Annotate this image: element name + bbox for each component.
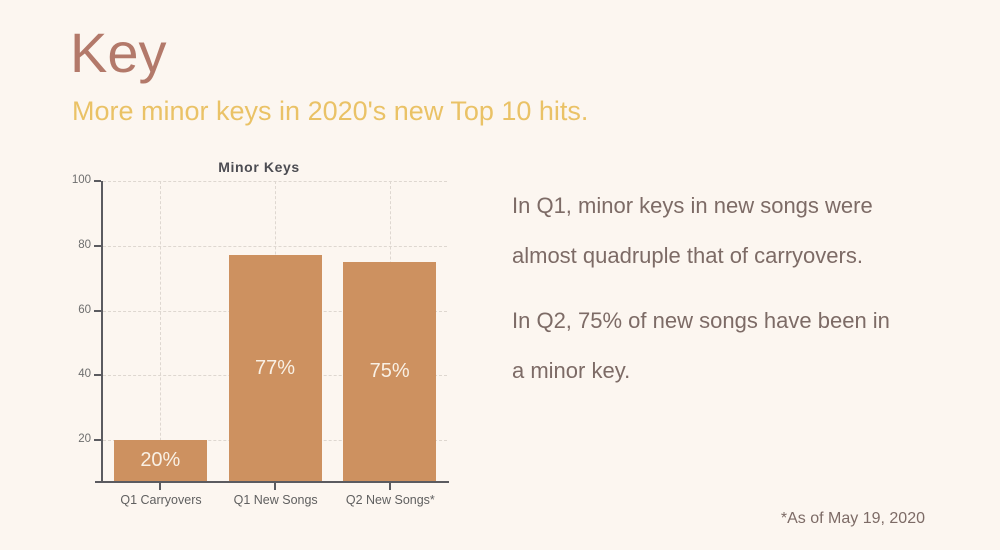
y-axis-line <box>101 181 103 483</box>
x-tick-label: Q2 New Songs* <box>345 493 435 507</box>
bar: 77% <box>228 255 322 481</box>
x-tick-label: Q1 Carryovers <box>120 493 202 507</box>
y-tick-mark <box>94 244 101 247</box>
y-tick-mark <box>94 374 101 377</box>
y-tick-label: 60 <box>78 303 91 316</box>
bar-value-label: 20% <box>140 449 181 471</box>
y-tick-label: 100 <box>71 174 91 186</box>
y-tick-label: 20 <box>78 433 91 445</box>
page-subtitle: More minor keys in 2020's new Top 10 hit… <box>72 96 589 126</box>
commentary-line: almost quadruple that of carryovers. <box>512 243 863 268</box>
y-tick-mark <box>94 439 101 441</box>
plot-area: 20 40 60 80 100 Q1 Carryovers 20% Q1 New Songs 7… <box>72 174 449 507</box>
bar-value-label: 77% <box>254 356 296 379</box>
y-tick-label: 80 <box>78 238 91 251</box>
x-axis-line <box>95 481 449 483</box>
x-tick-label: Q1 New Songs <box>233 493 318 507</box>
y-tick-label: 40 <box>78 368 91 381</box>
category-gridline <box>160 181 162 481</box>
bar: 20% <box>113 440 207 481</box>
commentary-line: In Q1, minor keys in new songs were <box>512 193 873 218</box>
y-tick-mark <box>94 309 101 312</box>
bar-value-label: 75% <box>369 359 410 382</box>
commentary-line: a minor key. <box>512 358 631 383</box>
y-tick-mark <box>94 180 101 182</box>
x-tick-mark <box>159 483 162 490</box>
x-tick-mark <box>274 483 276 490</box>
footnote: *As of May 19, 2020 <box>780 510 925 527</box>
chart-title: Minor Keys <box>218 159 300 175</box>
page-title: Key <box>70 21 167 84</box>
commentary: In Q1, minor keys in new songs were almo… <box>512 181 932 396</box>
commentary-paragraph: In Q2, 75% of new songs have been in a m… <box>512 296 932 396</box>
commentary-line: In Q2, 75% of new songs have been in <box>512 308 890 333</box>
bar: 75% <box>343 261 437 481</box>
x-tick-mark <box>388 483 391 490</box>
commentary-paragraph: In Q1, minor keys in new songs were almo… <box>512 181 932 281</box>
